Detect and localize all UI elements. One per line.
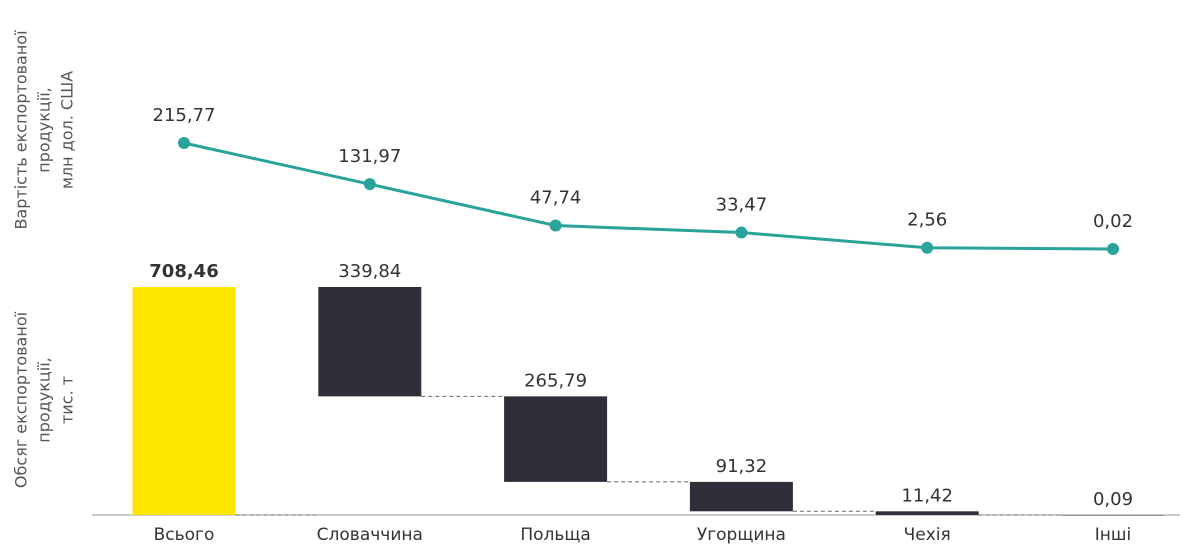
bar — [689, 481, 793, 512]
x-tick-label: Польща — [520, 525, 591, 545]
y-axis-label: Обсяг експортованої — [12, 311, 31, 488]
line — [183, 141, 1114, 251]
x-tick-label: Словаччина — [317, 525, 423, 545]
x-tick-label: Інші — [1095, 525, 1131, 545]
bar — [504, 396, 608, 482]
data-label: 215,77 — [153, 105, 216, 126]
bar — [132, 287, 236, 515]
data-label: 47,74 — [530, 188, 582, 209]
y-axis-label: продукції, — [35, 87, 54, 172]
y-axis-label: млн дол. США — [58, 71, 77, 189]
bar — [875, 511, 979, 515]
data-label: 11,42 — [901, 485, 953, 506]
point — [921, 241, 934, 254]
data-label: 339,84 — [338, 261, 401, 282]
x-tick-label: Угорщина — [697, 525, 786, 545]
y-axis-label: Вартість експортованої — [12, 30, 31, 230]
x-tick-label: Всього — [154, 525, 215, 545]
data-label: 131,97 — [338, 146, 401, 167]
y-axis-label: продукції, — [35, 357, 54, 442]
point — [549, 219, 562, 232]
point — [1107, 242, 1119, 255]
data-label: 2,56 — [907, 210, 947, 231]
data-label: 708,46 — [149, 261, 218, 282]
point — [178, 137, 190, 149]
data-label: 0,02 — [1093, 211, 1133, 232]
data-label: 33,47 — [716, 195, 768, 216]
bar — [1061, 514, 1165, 516]
point — [363, 178, 376, 191]
data-label: 91,32 — [716, 456, 768, 477]
data-label: 0,09 — [1093, 489, 1133, 510]
bar — [318, 287, 422, 397]
y-axis-label: тис. т — [58, 376, 77, 424]
x-tick-label: Чехія — [904, 525, 951, 545]
point — [735, 226, 748, 239]
data-label: 265,79 — [524, 370, 587, 391]
